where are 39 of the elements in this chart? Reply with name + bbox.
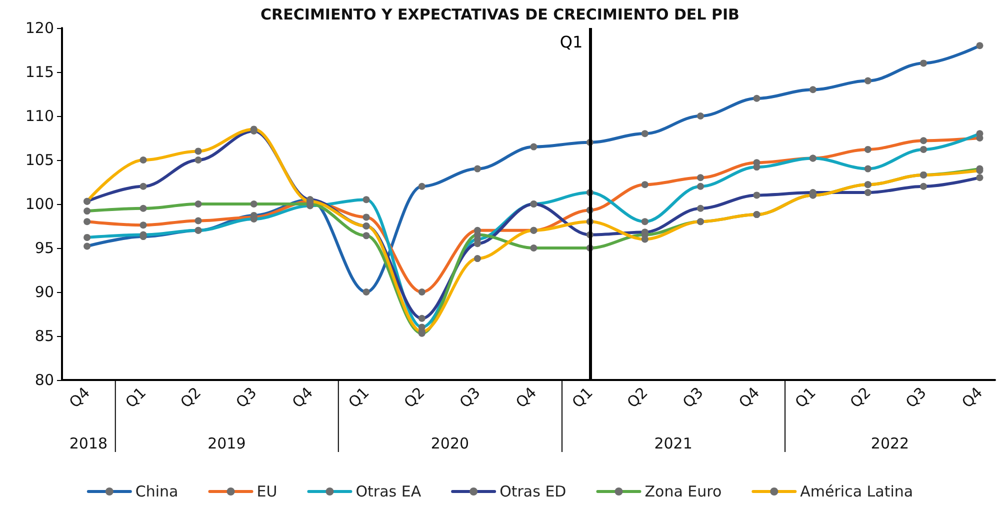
- x-tick-label: Q1: [791, 384, 820, 412]
- x-tick-label: Q4: [958, 384, 986, 412]
- legend-label: China: [135, 482, 178, 500]
- legend-label: Otras EA: [356, 482, 422, 500]
- text: 2022: [870, 434, 910, 452]
- x-tick-label: Q3: [679, 384, 707, 412]
- legend-label: América Latina: [800, 482, 914, 500]
- x-tick-label: Q4: [512, 384, 540, 412]
- legend-label: Otras ED: [500, 482, 566, 500]
- x-tick-label: Q1: [122, 384, 150, 412]
- y-tick-label: 120: [25, 19, 54, 37]
- chart-title: CRECIMIENTO Y EXPECTATIVAS DE CRECIMIENTO DEL PIB: [260, 6, 740, 24]
- y-tick-label: 90: [34, 283, 54, 301]
- x-tick-label: Q3: [902, 384, 930, 412]
- y-tick-label: 80: [34, 371, 54, 389]
- x-tick-label: Q2: [176, 384, 205, 412]
- y-tick-label: 105: [25, 151, 54, 169]
- text: 2019: [208, 434, 246, 452]
- x-tick-label: Q3: [456, 384, 484, 412]
- x-tick-label: Q1: [568, 384, 596, 412]
- x-tick-label: Q4: [735, 384, 764, 412]
- x-tick-label: Q4: [288, 384, 316, 412]
- y-tick-label: 115: [25, 63, 54, 81]
- x-tick-label: Q1: [344, 384, 373, 412]
- x-tick-label: Q2: [623, 384, 652, 412]
- x-tick-label: Q2: [400, 384, 428, 412]
- y-tick-label: 100: [25, 195, 54, 213]
- legend-label: EU: [256, 482, 278, 500]
- text: 2021: [654, 434, 692, 452]
- ref-line-label: Q1: [560, 32, 583, 52]
- y-tick-label: 110: [25, 107, 54, 125]
- x-tick-label: Q3: [232, 384, 260, 412]
- text: 2020: [430, 434, 470, 452]
- y-tick-label: 95: [34, 239, 54, 257]
- text: 2018: [69, 434, 108, 452]
- y-tick-label: 85: [34, 327, 54, 345]
- x-tick-label: Q4: [66, 384, 94, 412]
- legend-label: Zona Euro: [644, 482, 722, 500]
- x-tick-label: Q2: [846, 384, 874, 412]
